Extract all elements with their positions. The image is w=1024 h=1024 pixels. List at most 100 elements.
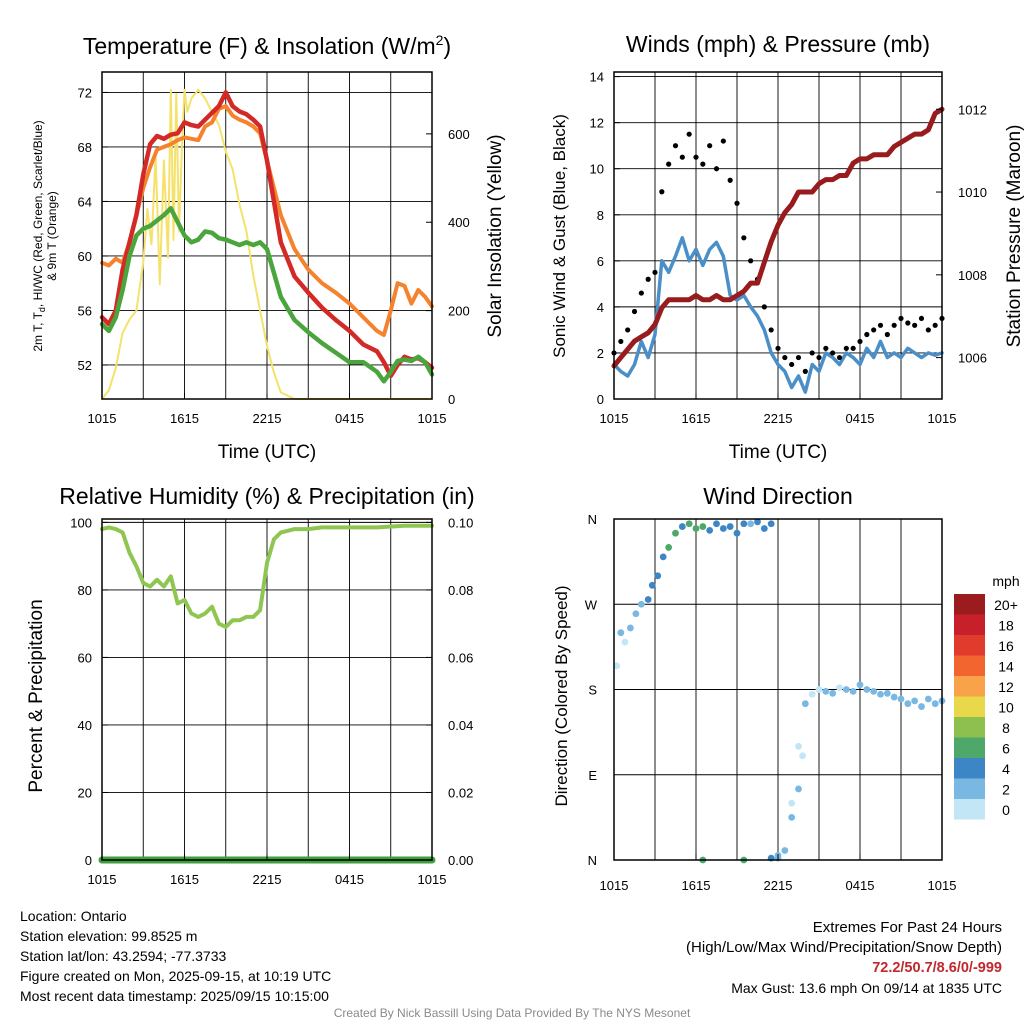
direction-point bbox=[795, 785, 802, 793]
x-tick-label: 1015 bbox=[418, 411, 447, 426]
direction-point bbox=[897, 695, 905, 703]
gust-point bbox=[802, 368, 808, 374]
temp-ylabel-line2: & 9m T (Orange) bbox=[45, 191, 59, 281]
y2-tick-label: 1010 bbox=[958, 185, 987, 200]
gust-point bbox=[816, 354, 822, 361]
dir-ylabel: Direction (Colored By Speed) bbox=[552, 585, 571, 806]
direction-point bbox=[659, 553, 667, 561]
y-tick-label: 0 bbox=[85, 853, 92, 868]
legend-swatch bbox=[954, 655, 985, 676]
y2-tick-label: 200 bbox=[448, 304, 470, 319]
rh-ylabel: Percent & Precipitation bbox=[26, 599, 47, 792]
direction-point bbox=[754, 518, 761, 526]
temp-series bbox=[99, 88, 435, 400]
direction-tick-label: E bbox=[588, 768, 597, 783]
x-tick-label: 0415 bbox=[846, 411, 875, 426]
direction-point bbox=[672, 529, 679, 537]
rh-title: Relative Humidity (%) & Precipitation (i… bbox=[59, 483, 474, 509]
direction-point bbox=[632, 610, 640, 618]
y-tick-label: 56 bbox=[78, 303, 92, 318]
x-tick-label: 1615 bbox=[170, 411, 199, 426]
direction-point bbox=[863, 686, 871, 693]
gust-point bbox=[693, 154, 699, 160]
x-tick-label: 1015 bbox=[88, 411, 117, 426]
temp-panel: Temperature (F) & Insolation (W/m2) 1015… bbox=[31, 32, 506, 463]
y2-tick-label: 0.08 bbox=[448, 583, 473, 598]
y-tick-label: 52 bbox=[78, 358, 92, 373]
direction-point bbox=[613, 662, 621, 670]
y-tick-label: 0 bbox=[597, 392, 604, 407]
y-tick-label: 20 bbox=[78, 785, 92, 800]
y-tick-label: 6 bbox=[597, 254, 604, 269]
legend-swatch bbox=[954, 635, 985, 656]
direction-point bbox=[849, 687, 857, 695]
legend-swatch bbox=[954, 676, 985, 697]
gust-point bbox=[631, 308, 638, 315]
direction-tick-label: N bbox=[588, 853, 597, 868]
gust-point bbox=[761, 304, 767, 310]
gust-point bbox=[748, 258, 754, 264]
legend-swatch bbox=[954, 737, 985, 758]
direction-point bbox=[760, 525, 768, 532]
direction-point bbox=[788, 799, 796, 807]
direction-point bbox=[617, 629, 625, 637]
temp-title: Temperature (F) & Insolation (W/m2) bbox=[83, 32, 451, 59]
y-tick-label: 72 bbox=[78, 85, 92, 100]
dir-series bbox=[613, 518, 946, 864]
x-tick-label: 1015 bbox=[600, 411, 629, 426]
direction-point bbox=[795, 742, 802, 750]
dewpoint-line bbox=[99, 206, 435, 384]
extremes-info: Extremes For Past 24 Hours (High/Low/Max… bbox=[686, 918, 1002, 998]
legend-swatch bbox=[954, 594, 985, 615]
speed-legend: 20+ 18 16 14 12 10 8 6 4 2 0 bbox=[954, 594, 1018, 820]
y-tick-label: 40 bbox=[78, 718, 92, 733]
direction-point bbox=[836, 684, 843, 692]
temp-axes: 1015 1615 2215 0415 1015 52 56 60 64 68 72 0 200 400 6… bbox=[78, 85, 470, 426]
gust-point bbox=[823, 345, 829, 351]
legend-label: 0 bbox=[1002, 802, 1010, 818]
y2-tick-label: 0.04 bbox=[448, 718, 473, 733]
direction-point bbox=[890, 693, 898, 701]
gust-point bbox=[713, 166, 720, 172]
temp-ylabel-line1: 2m T, Td, HI/WC (Red, Green, Scarlet/Blu… bbox=[31, 120, 47, 351]
x-tick-label: 1615 bbox=[170, 872, 199, 887]
gust-point bbox=[679, 154, 685, 160]
gust-point bbox=[625, 327, 631, 333]
legend-swatch bbox=[954, 758, 985, 779]
dir-panel: Wind Direction 1015 1615 2215 0415 1015NESWN… bbox=[552, 483, 1020, 893]
direction-point bbox=[648, 581, 656, 589]
gust-point bbox=[775, 345, 781, 351]
x-tick-label: 1615 bbox=[682, 411, 711, 426]
gust-point bbox=[891, 322, 897, 328]
gust-point bbox=[843, 345, 849, 351]
direction-point bbox=[747, 520, 755, 528]
gust-point bbox=[830, 350, 836, 356]
direction-point bbox=[931, 700, 939, 708]
created-text: Figure created on Mon, 2025-09-15, at 10… bbox=[20, 968, 332, 984]
direction-point bbox=[665, 544, 673, 551]
direction-point bbox=[808, 690, 816, 698]
temp-y2label: Solar Insolation (Yellow) bbox=[485, 134, 506, 337]
y-tick-label: 4 bbox=[597, 300, 604, 315]
x-tick-label: 2215 bbox=[764, 878, 793, 893]
gust-point bbox=[652, 269, 658, 275]
y-tick-label: 100 bbox=[70, 515, 92, 530]
y2-tick-label: 0 bbox=[448, 392, 455, 407]
legend-label: 18 bbox=[998, 618, 1014, 634]
gust-point bbox=[884, 331, 890, 338]
direction-point bbox=[637, 600, 645, 608]
dir-title: Wind Direction bbox=[703, 483, 853, 509]
direction-point bbox=[740, 520, 748, 528]
direction-tick-label: N bbox=[588, 512, 597, 527]
x-tick-label: 0415 bbox=[846, 878, 875, 893]
direction-point bbox=[733, 529, 741, 537]
gust-point bbox=[918, 315, 925, 322]
y2-tick-label: 0.00 bbox=[448, 853, 473, 868]
direction-point bbox=[621, 638, 629, 646]
direction-point bbox=[719, 525, 727, 532]
extremes-values: 72.2/50.7/8.6/0/-999 bbox=[872, 960, 1002, 976]
direction-point bbox=[829, 689, 837, 697]
y-tick-label: 80 bbox=[78, 583, 92, 598]
direction-point bbox=[692, 525, 700, 532]
